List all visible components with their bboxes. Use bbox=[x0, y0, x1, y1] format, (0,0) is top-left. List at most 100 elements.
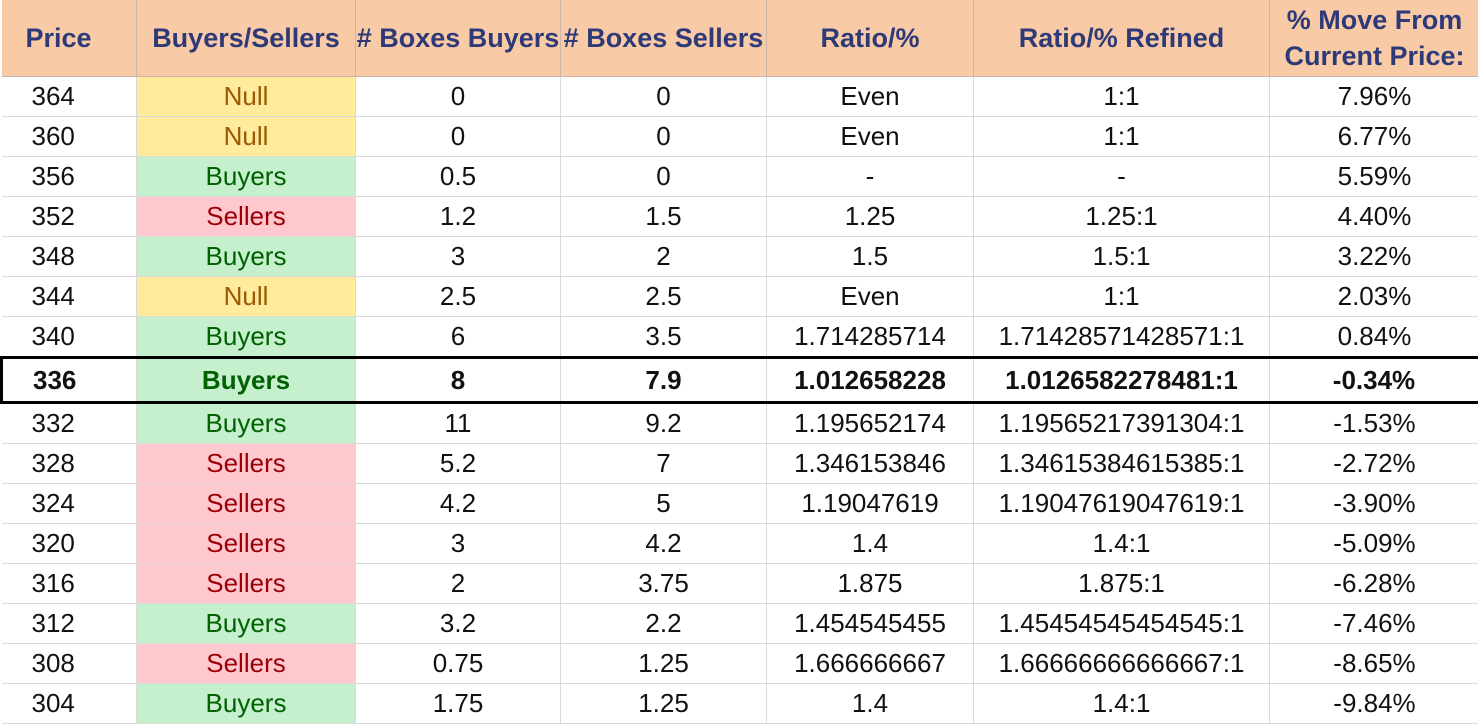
cell-buyers-sellers: Sellers bbox=[136, 523, 356, 564]
cell-price: 328 bbox=[1, 443, 137, 484]
cell-boxes-buyers: 0 bbox=[355, 116, 561, 157]
cell-move: -8.65% bbox=[1269, 643, 1478, 684]
cell-buyers-sellers: Sellers bbox=[136, 443, 356, 484]
cell-price: 364 bbox=[1, 76, 137, 117]
cell-price: 316 bbox=[1, 563, 137, 604]
cell-buyers-sellers: Sellers bbox=[136, 196, 356, 237]
cell-ratio: 1.454545455 bbox=[766, 603, 974, 644]
cell-price: 304 bbox=[1, 683, 137, 724]
cell-price: 352 bbox=[1, 196, 137, 237]
header-boxes-sellers: # Boxes Sellers bbox=[560, 0, 767, 77]
header-move: % Move From Current Price: bbox=[1269, 0, 1478, 77]
cell-move: 6.77% bbox=[1269, 116, 1478, 157]
cell-ratio: 1.195652174 bbox=[766, 402, 974, 444]
cell-ratio-refined: 1:1 bbox=[973, 276, 1270, 317]
cell-buyers-sellers: Buyers bbox=[136, 683, 356, 724]
cell-boxes-sellers: 5 bbox=[560, 483, 767, 524]
cell-boxes-sellers: 3.5 bbox=[560, 316, 767, 358]
cell-move: 2.03% bbox=[1269, 276, 1478, 317]
cell-price: 356 bbox=[1, 156, 137, 197]
cell-price: 332 bbox=[1, 402, 137, 444]
cell-move: -0.34% bbox=[1269, 356, 1478, 404]
table-row: 304 Buyers 1.75 1.25 1.4 1.4:1 -9.84% bbox=[1, 683, 1478, 724]
cell-ratio: 1.666666667 bbox=[766, 643, 974, 684]
cell-buyers-sellers: Buyers bbox=[136, 156, 356, 197]
cell-price: 336 bbox=[0, 356, 137, 404]
cell-buyers-sellers: Null bbox=[136, 276, 356, 317]
cell-ratio-refined: 1:1 bbox=[973, 116, 1270, 157]
table-row: 328 Sellers 5.2 7 1.346153846 1.3461538461538… bbox=[1, 443, 1478, 484]
cell-buyers-sellers: Buyers bbox=[136, 356, 356, 404]
cell-boxes-sellers: 2.2 bbox=[560, 603, 767, 644]
cell-ratio: 1.25 bbox=[766, 196, 974, 237]
table-row: 348 Buyers 3 2 1.5 1.5:1 3.22% bbox=[1, 236, 1478, 277]
cell-price: 308 bbox=[1, 643, 137, 684]
cell-move: -2.72% bbox=[1269, 443, 1478, 484]
cell-boxes-sellers: 4.2 bbox=[560, 523, 767, 564]
cell-boxes-buyers: 2 bbox=[355, 563, 561, 604]
cell-ratio: Even bbox=[766, 116, 974, 157]
table-row: 352 Sellers 1.2 1.5 1.25 1.25:1 4.40% bbox=[1, 196, 1478, 237]
cell-price: 344 bbox=[1, 276, 137, 317]
cell-ratio: 1.346153846 bbox=[766, 443, 974, 484]
table-row: 360 Null 0 0 Even 1:1 6.77% bbox=[1, 116, 1478, 157]
cell-boxes-buyers: 3 bbox=[355, 236, 561, 277]
cell-price: 360 bbox=[1, 116, 137, 157]
cell-ratio-refined: 1.19565217391304:1 bbox=[973, 402, 1270, 444]
cell-boxes-sellers: 7.9 bbox=[560, 356, 767, 404]
table-row: 324 Sellers 4.2 5 1.19047619 1.19047619047619… bbox=[1, 483, 1478, 524]
cell-buyers-sellers: Null bbox=[136, 76, 356, 117]
header-boxes-buyers: # Boxes Buyers bbox=[355, 0, 561, 77]
cell-boxes-buyers: 6 bbox=[355, 316, 561, 358]
cell-buyers-sellers: Null bbox=[136, 116, 356, 157]
cell-ratio-refined: 1.45454545454545:1 bbox=[973, 603, 1270, 644]
cell-boxes-sellers: 1.5 bbox=[560, 196, 767, 237]
table-row: 364 Null 0 0 Even 1:1 7.96% bbox=[1, 76, 1478, 117]
cell-buyers-sellers: Buyers bbox=[136, 236, 356, 277]
cell-ratio: 1.4 bbox=[766, 683, 974, 724]
cell-ratio-refined: 1.66666666666667:1 bbox=[973, 643, 1270, 684]
cell-ratio: 1.19047619 bbox=[766, 483, 974, 524]
cell-boxes-buyers: 0.5 bbox=[355, 156, 561, 197]
cell-move: 7.96% bbox=[1269, 76, 1478, 117]
table-row: 308 Sellers 0.75 1.25 1.666666667 1.666666666… bbox=[1, 643, 1478, 684]
cell-ratio-refined: 1.5:1 bbox=[973, 236, 1270, 277]
cell-boxes-sellers: 7 bbox=[560, 443, 767, 484]
cell-ratio: Even bbox=[766, 276, 974, 317]
cell-buyers-sellers: Sellers bbox=[136, 563, 356, 604]
cell-ratio-refined: 1.71428571428571:1 bbox=[973, 316, 1270, 358]
cell-boxes-sellers: 0 bbox=[560, 116, 767, 157]
cell-price: 324 bbox=[1, 483, 137, 524]
cell-boxes-buyers: 8 bbox=[355, 356, 561, 404]
table-row: 332 Buyers 11 9.2 1.195652174 1.1956521739130… bbox=[1, 402, 1478, 444]
cell-ratio: 1.012658228 bbox=[766, 356, 974, 404]
cell-ratio-refined: 1.19047619047619:1 bbox=[973, 483, 1270, 524]
cell-boxes-sellers: 0 bbox=[560, 156, 767, 197]
cell-buyers-sellers: Buyers bbox=[136, 603, 356, 644]
cell-ratio: 1.4 bbox=[766, 523, 974, 564]
header-price: Price bbox=[1, 0, 137, 77]
cell-ratio-refined: 1.34615384615385:1 bbox=[973, 443, 1270, 484]
cell-move: 5.59% bbox=[1269, 156, 1478, 197]
cell-boxes-sellers: 2.5 bbox=[560, 276, 767, 317]
cell-boxes-buyers: 4.2 bbox=[355, 483, 561, 524]
cell-boxes-sellers: 3.75 bbox=[560, 563, 767, 604]
cell-ratio-refined: 1.875:1 bbox=[973, 563, 1270, 604]
cell-boxes-buyers: 0 bbox=[355, 76, 561, 117]
table-row: 340 Buyers 6 3.5 1.714285714 1.71428571428571… bbox=[1, 316, 1478, 358]
cell-move: -6.28% bbox=[1269, 563, 1478, 604]
cell-ratio: Even bbox=[766, 76, 974, 117]
cell-buyers-sellers: Sellers bbox=[136, 483, 356, 524]
header-buyers-sellers: Buyers/Sellers bbox=[136, 0, 356, 77]
cell-price: 312 bbox=[1, 603, 137, 644]
cell-boxes-buyers: 0.75 bbox=[355, 643, 561, 684]
cell-move: -9.84% bbox=[1269, 683, 1478, 724]
cell-ratio-refined: 1.25:1 bbox=[973, 196, 1270, 237]
cell-buyers-sellers: Buyers bbox=[136, 316, 356, 358]
cell-ratio-refined: - bbox=[973, 156, 1270, 197]
cell-boxes-buyers: 3.2 bbox=[355, 603, 561, 644]
cell-ratio: 1.5 bbox=[766, 236, 974, 277]
cell-price: 320 bbox=[1, 523, 137, 564]
cell-move: -1.53% bbox=[1269, 402, 1478, 444]
